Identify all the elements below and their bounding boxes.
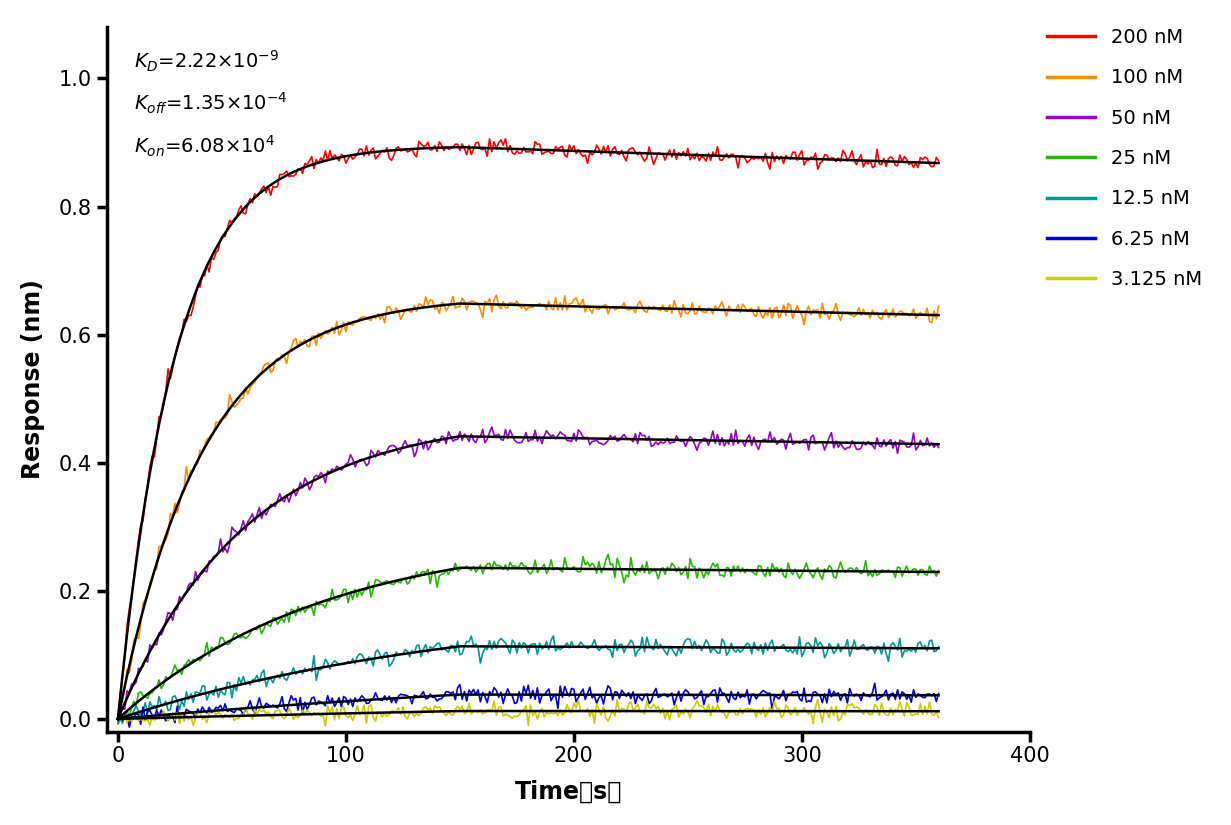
200 nM	[833, 157, 848, 167]
50 nM	[608, 431, 623, 441]
6.25 nM	[625, 687, 640, 697]
6.25 nM	[135, 702, 150, 712]
25 nM	[609, 554, 624, 563]
25 nM	[135, 691, 150, 700]
Line: 3.125 nM: 3.125 nM	[118, 700, 938, 726]
100 nM	[489, 290, 503, 300]
Text: $K_{D}$=2.22×10$^{-9}$
$K_{off}$=1.35×10$^{-4}$
$K_{on}$=6.08×10$^{4}$: $K_{D}$=2.22×10$^{-9}$ $K_{off}$=1.35×10…	[134, 49, 288, 159]
12.5 nM	[833, 647, 848, 657]
50 nM	[625, 436, 640, 446]
6.25 nM	[608, 686, 623, 696]
6.25 nM	[580, 689, 595, 699]
25 nM	[931, 566, 945, 576]
12.5 nM	[625, 638, 640, 648]
3.125 nM	[609, 695, 624, 705]
6.25 nM	[111, 710, 126, 719]
200 nM	[931, 156, 945, 166]
200 nM	[608, 142, 623, 152]
Line: 50 nM: 50 nM	[118, 427, 938, 723]
Line: 25 nM: 25 nM	[118, 554, 938, 724]
3.125 nM	[318, 721, 332, 731]
3.125 nM	[111, 714, 126, 724]
3.125 nM	[836, 708, 851, 718]
12.5 nM	[111, 719, 126, 729]
6.25 nM	[931, 689, 945, 699]
200 nM	[625, 143, 640, 153]
200 nM	[580, 158, 595, 168]
Y-axis label: Response (nm): Response (nm)	[21, 280, 44, 479]
50 nM	[931, 442, 945, 452]
25 nM	[116, 719, 130, 728]
25 nM	[628, 570, 643, 580]
50 nM	[485, 422, 500, 432]
12.5 nM	[580, 644, 595, 653]
6.25 nM	[833, 695, 848, 705]
3.125 nM	[608, 711, 623, 721]
100 nM	[580, 301, 595, 311]
100 nM	[608, 305, 623, 315]
50 nM	[263, 499, 278, 509]
100 nM	[833, 315, 848, 325]
Line: 200 nM: 200 nM	[118, 139, 938, 719]
50 nM	[111, 718, 126, 728]
100 nM	[625, 304, 640, 314]
6.25 nM	[122, 722, 137, 732]
Legend: 200 nM, 100 nM, 50 nM, 25 nM, 12.5 nM, 6.25 nM, 3.125 nM: 200 nM, 100 nM, 50 nM, 25 nM, 12.5 nM, 6…	[1039, 20, 1210, 297]
25 nM	[836, 564, 851, 574]
X-axis label: Time（s）: Time（s）	[515, 780, 622, 804]
6.25 nM	[868, 678, 883, 688]
3.125 nM	[580, 704, 595, 714]
12.5 nM	[547, 631, 561, 641]
12.5 nM	[931, 642, 945, 652]
25 nM	[580, 557, 595, 567]
50 nM	[133, 664, 148, 674]
100 nM	[931, 301, 945, 311]
3.125 nM	[628, 704, 643, 714]
50 nM	[833, 438, 848, 448]
3.125 nM	[263, 712, 278, 722]
Line: 12.5 nM: 12.5 nM	[118, 636, 938, 724]
25 nM	[266, 613, 281, 623]
12.5 nM	[263, 674, 278, 684]
25 nM	[601, 549, 616, 559]
200 nM	[263, 191, 278, 200]
3.125 nM	[931, 713, 945, 723]
12.5 nM	[133, 710, 148, 720]
50 nM	[580, 432, 595, 442]
25 nM	[111, 705, 126, 715]
3.125 nM	[133, 714, 148, 724]
100 nM	[133, 619, 148, 629]
200 nM	[133, 521, 148, 530]
100 nM	[111, 714, 126, 724]
200 nM	[111, 714, 126, 724]
12.5 nM	[608, 634, 623, 644]
200 nM	[499, 134, 513, 144]
100 nM	[263, 367, 278, 377]
Line: 6.25 nM: 6.25 nM	[118, 683, 938, 727]
Line: 100 nM: 100 nM	[118, 295, 938, 719]
6.25 nM	[266, 700, 281, 710]
